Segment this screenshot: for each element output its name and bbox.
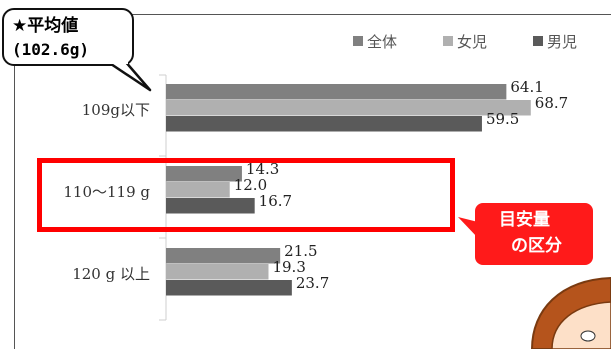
bar-全体-3 xyxy=(166,248,281,264)
legend: 全体 女児 男児 xyxy=(353,33,577,51)
category-label: 109g以下 xyxy=(82,101,150,119)
value-label: 68.7 xyxy=(535,94,568,112)
legend-label: 女児 xyxy=(457,33,487,51)
value-label: 14.3 xyxy=(246,160,279,178)
average-title: ★平均値 xyxy=(12,16,79,36)
bar-男児-3 xyxy=(166,280,292,296)
chart-frame xyxy=(14,14,611,349)
value-label: 21.5 xyxy=(284,242,317,260)
target-category-tag: 目安量 の区分 xyxy=(475,203,593,265)
category-label: 110～119 g xyxy=(63,183,150,201)
value-label: 16.7 xyxy=(259,192,292,210)
value-label: 23.7 xyxy=(296,274,329,292)
bar-女児-1 xyxy=(166,100,531,116)
value-label: 64.1 xyxy=(510,78,543,96)
tag-line-2: の区分 xyxy=(511,236,562,256)
legend-swatch xyxy=(533,36,543,46)
category-label: 120 g 以上 xyxy=(72,265,150,283)
category-labels: 109g以下 110～119 g 120 g 以上 xyxy=(63,101,150,283)
value-labels: 64.168.7 59.5 14.312.016.7 21.519.323.7 xyxy=(234,78,568,292)
value-label: 19.3 xyxy=(272,258,305,276)
legend-label: 全体 xyxy=(367,33,397,51)
legend-swatch xyxy=(353,36,363,46)
bar-全体-1 xyxy=(166,84,507,100)
bar-男児-2 xyxy=(166,198,255,214)
value-label: 59.5 xyxy=(486,110,519,128)
bar-男児-1 xyxy=(166,116,482,132)
legend-label: 男児 xyxy=(547,33,577,51)
tag-line-1: 目安量 xyxy=(499,210,550,230)
bar-全体-2 xyxy=(166,166,242,182)
highlight-box xyxy=(37,158,455,232)
average-callout: ★平均値 (102.6g) xyxy=(2,8,134,66)
average-value: (102.6g) xyxy=(12,40,90,59)
value-label: 12.0 xyxy=(234,176,267,194)
bars xyxy=(166,84,531,296)
legend-swatch xyxy=(443,36,453,46)
bar-女児-3 xyxy=(166,264,269,280)
bar-女児-2 xyxy=(166,182,230,198)
